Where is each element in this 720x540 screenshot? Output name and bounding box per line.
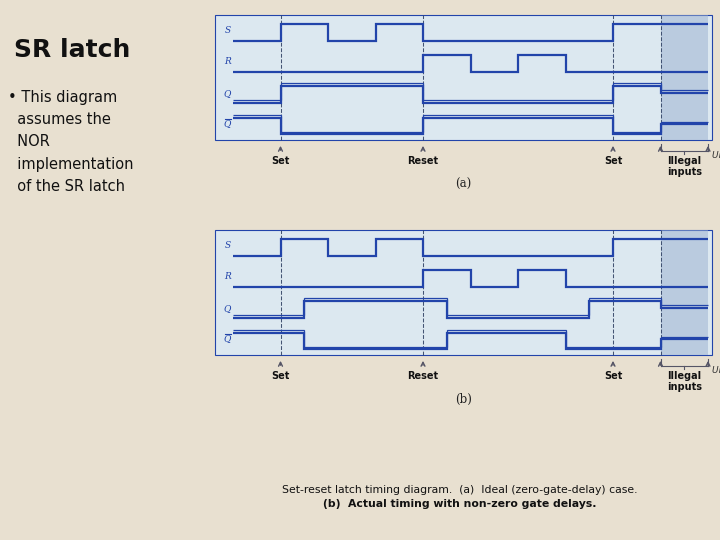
Text: Set: Set xyxy=(271,156,289,166)
Text: S: S xyxy=(225,26,231,35)
Text: Unknown values: Unknown values xyxy=(712,151,720,160)
Text: Q: Q xyxy=(224,334,231,343)
Text: SR latch: SR latch xyxy=(14,38,130,62)
Text: (b)  Actual timing with non-zero gate delays.: (b) Actual timing with non-zero gate del… xyxy=(323,499,597,509)
Text: R: R xyxy=(224,272,231,281)
Text: Q: Q xyxy=(224,303,231,313)
Text: Illegal
inputs: Illegal inputs xyxy=(667,371,702,392)
Text: Set: Set xyxy=(604,156,622,166)
Text: Reset: Reset xyxy=(408,371,438,381)
Text: Unknown values: Unknown values xyxy=(712,366,720,375)
Text: Q: Q xyxy=(224,119,231,128)
Text: Q: Q xyxy=(224,89,231,98)
Text: Set-reset latch timing diagram.  (a)  Ideal (zero-gate-delay) case.: Set-reset latch timing diagram. (a) Idea… xyxy=(282,485,638,495)
Bar xyxy=(215,230,712,355)
Text: (b): (b) xyxy=(455,393,472,406)
Text: R: R xyxy=(224,57,231,66)
Bar xyxy=(660,15,708,140)
Bar xyxy=(660,230,708,355)
Text: Reset: Reset xyxy=(408,156,438,166)
Text: Illegal
inputs: Illegal inputs xyxy=(667,156,702,177)
Text: S: S xyxy=(225,241,231,250)
Text: (a): (a) xyxy=(455,178,472,191)
Text: • This diagram
  assumes the
  NOR
  implementation
  of the SR latch: • This diagram assumes the NOR implement… xyxy=(8,90,133,194)
Text: Set: Set xyxy=(271,371,289,381)
Text: Set: Set xyxy=(604,371,622,381)
Bar xyxy=(215,15,712,140)
